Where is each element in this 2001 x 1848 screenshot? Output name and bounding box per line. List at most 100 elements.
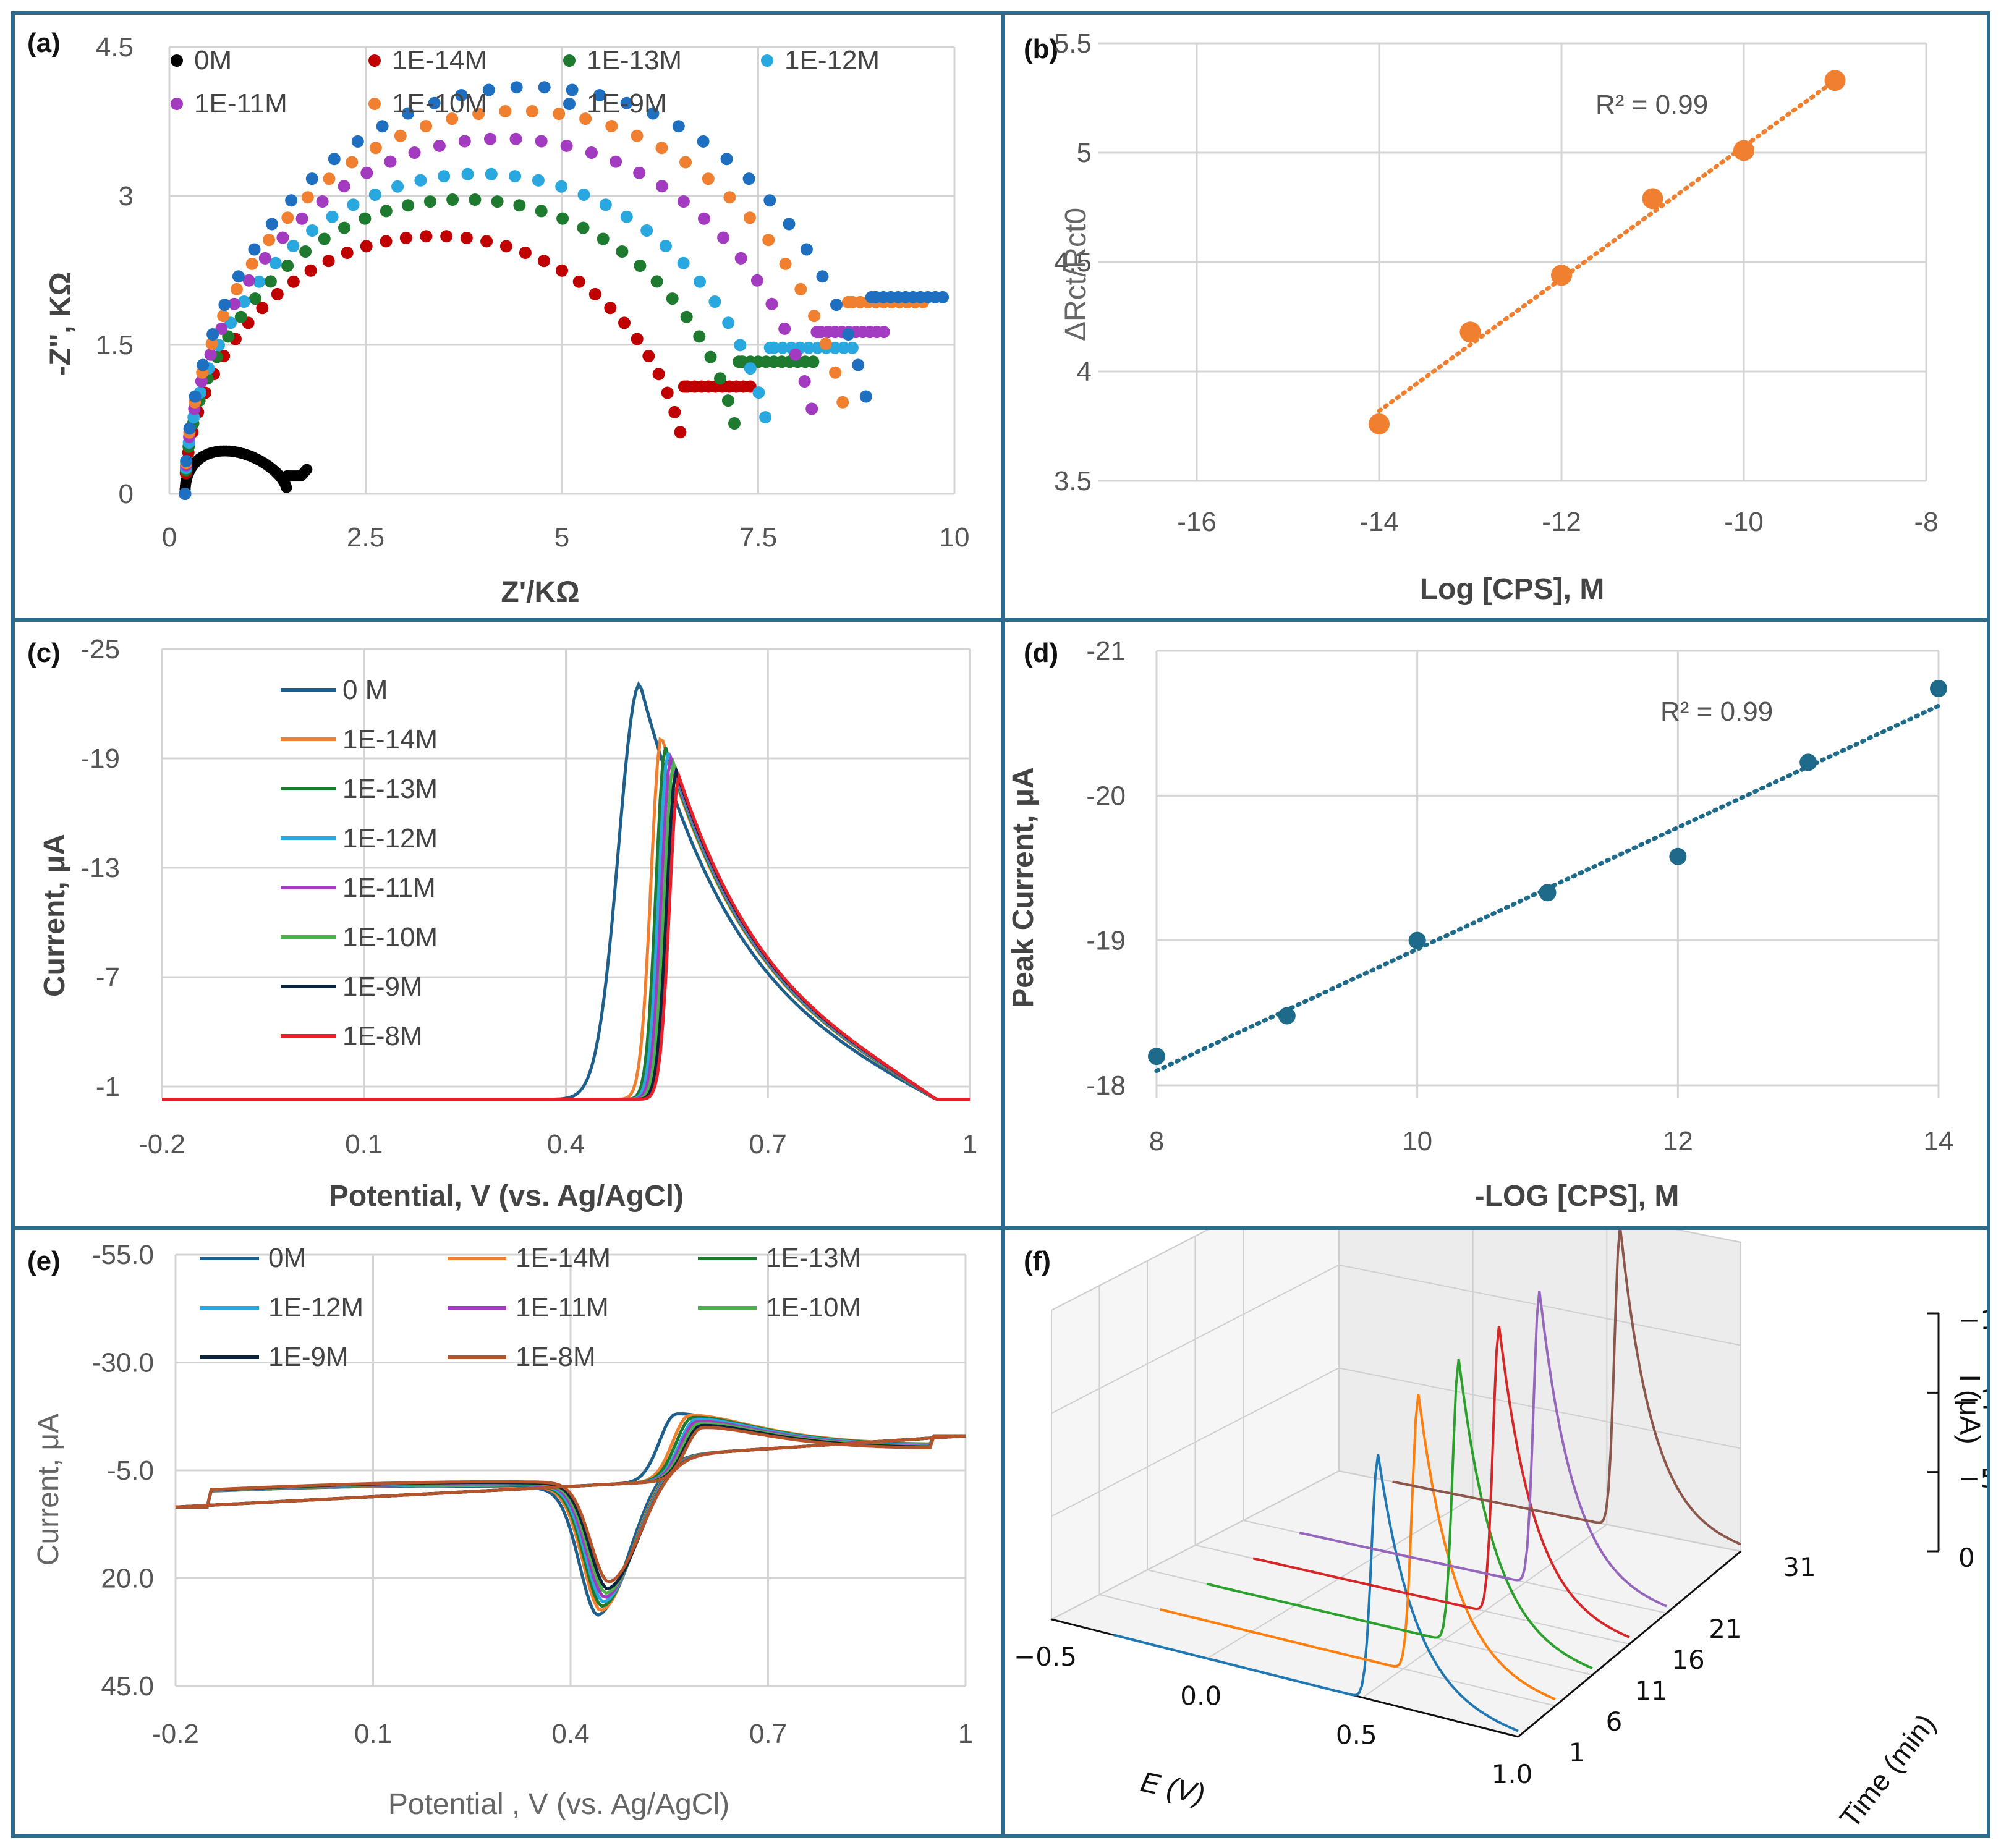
chart-a-point — [808, 310, 821, 323]
chart-a-point — [305, 172, 318, 185]
chart-a-point — [829, 366, 842, 379]
chart-a-point — [519, 247, 532, 259]
chart-d-grid — [1155, 650, 1940, 1098]
chart-c-legend-label: 0 M — [342, 675, 388, 705]
chart-b-panel-label: (b) — [1024, 34, 1058, 64]
chart-a-ytick-label: 0 — [119, 479, 134, 509]
chart-e-xtick-label: -0.2 — [152, 1719, 199, 1749]
chart-a-point — [631, 129, 644, 142]
chart-c-lines — [162, 680, 970, 1101]
chart-a-point — [610, 155, 622, 168]
chart-a-point — [721, 394, 734, 407]
chart-c-xtick-label: 0.4 — [547, 1129, 585, 1159]
chart-a-point — [484, 132, 496, 145]
chart-e-legend-label: 1E-14M — [516, 1243, 611, 1273]
chart-a-point — [666, 292, 679, 305]
chart-d-xtick-label: 12 — [1663, 1126, 1693, 1156]
chart-a-point — [720, 153, 733, 166]
chart-a-point — [728, 417, 741, 430]
chart-a-point — [189, 390, 202, 403]
chart-b-point — [1459, 321, 1481, 343]
chart-a-point — [369, 142, 382, 155]
panel-c: (c) -0.2 0.1 0.4 0.7 1 -1 -7 -13 -19 -25 0 M 1E-14… — [11, 618, 1005, 1230]
chart-d-ytick-label: -19 — [1086, 926, 1126, 956]
chart-a-point — [423, 195, 436, 208]
chart-a-legend-marker — [368, 54, 381, 67]
chart-a-point — [217, 310, 230, 323]
chart-f-series-line — [1252, 1326, 1630, 1638]
chart-a-legend-marker — [563, 54, 576, 67]
chart-a-point — [778, 322, 791, 335]
chart-a-point — [323, 172, 336, 185]
chart-c-legend-label: 1E-12M — [342, 823, 438, 854]
chart-a-xtick-label: 0 — [162, 522, 177, 553]
chart-a-point — [783, 218, 796, 231]
chart-f-ztick-label: −10 — [1958, 1384, 1987, 1414]
chart-b-ytick-label: 4 — [1077, 357, 1092, 387]
chart-a-svg: (a) 0 2.5 5 7.5 10 0 1.5 3 4.5 0M 1E-14M 1E-13M 1E-… — [27, 28, 969, 609]
chart-a-ytick-label: 3 — [119, 181, 134, 211]
chart-a-point — [338, 221, 350, 234]
chart-f-series-line — [1206, 1358, 1593, 1670]
chart-a-point — [794, 282, 807, 295]
chart-a-point — [556, 264, 568, 277]
chart-a-point — [655, 180, 668, 193]
chart-a-point — [802, 341, 815, 354]
chart-a-point — [513, 199, 526, 212]
chart-b-ytick-label: 3.5 — [1054, 466, 1092, 496]
chart-f-grid-line — [1051, 1367, 1741, 1517]
chart-f-ytick-label: 1 — [1569, 1737, 1586, 1768]
chart-c-xlabel: Potential, V (vs. Ag/AgCl) — [329, 1180, 684, 1213]
chart-e-ytick-label: -30.0 — [92, 1348, 154, 1378]
chart-d-point — [1669, 847, 1687, 865]
chart-a-point — [698, 212, 710, 225]
chart-a-point — [677, 195, 690, 208]
chart-a-point — [674, 426, 687, 439]
chart-a-point — [937, 290, 949, 303]
chart-a-point — [341, 247, 354, 259]
chart-a-point — [287, 275, 300, 288]
chart-a-point — [391, 180, 404, 193]
chart-a-point — [708, 295, 721, 308]
chart-f-ztick-label: 0 — [1958, 1543, 1975, 1573]
chart-a-point — [616, 245, 629, 258]
chart-d-panel-label: (d) — [1024, 638, 1058, 668]
chart-f-xtick-label: −0.5 — [1014, 1642, 1077, 1672]
chart-a-point — [347, 198, 360, 211]
chart-a-point — [604, 302, 617, 315]
chart-a-legend-marker — [563, 98, 576, 110]
chart-a-legend-label: 1E-11M — [194, 88, 287, 119]
chart-c-legend-label: 1E-9M — [342, 972, 423, 1002]
chart-d-point — [1799, 753, 1817, 771]
chart-b-ytick-label: 5 — [1077, 138, 1092, 168]
chart-f-ytick-label: 11 — [1634, 1676, 1667, 1706]
chart-a-point — [428, 96, 441, 109]
chart-e-xtick-label: 1 — [958, 1719, 973, 1749]
chart-a-point — [652, 368, 665, 381]
chart-a-point — [281, 260, 294, 272]
chart-e-xtick-label: 0.4 — [551, 1719, 589, 1749]
chart-a-legend-label: 1E-14M — [392, 45, 487, 75]
chart-a-point — [180, 455, 193, 467]
chart-a-point — [714, 372, 726, 385]
chart-b-ylabel: ΔRct/Rct0 — [1060, 208, 1092, 341]
chart-e-svg: (e) -0.2 0.1 0.4 0.7 1 -55.0 -30.0 -5.0 20.0 45.0… — [27, 1240, 973, 1821]
chart-a-point — [231, 282, 243, 295]
chart-a-point — [215, 322, 228, 335]
panel-a: (a) 0 2.5 5 7.5 10 0 1.5 3 4.5 0M 1E-14M 1E-13M 1E-… — [11, 11, 1005, 622]
chart-a-point — [408, 146, 421, 159]
chart-a-point — [455, 89, 468, 101]
chart-f-ytick-label: 16 — [1672, 1645, 1704, 1675]
chart-b-ytick-label: 5.5 — [1054, 28, 1092, 59]
chart-e-series-line — [175, 1426, 966, 1584]
chart-a-point — [263, 234, 276, 247]
panel-d: (d) 8 10 12 14 -18 -19 -20 -21 R² = 0.99 -LOG [… — [1001, 618, 1990, 1230]
chart-a-point — [402, 107, 414, 120]
chart-a-point — [694, 275, 707, 288]
chart-b-xtick-label: -8 — [1914, 507, 1938, 537]
chart-a-point — [672, 120, 685, 133]
chart-a-point — [482, 83, 495, 96]
chart-a-point — [384, 155, 397, 168]
chart-a-points — [179, 81, 949, 500]
chart-a-point — [789, 348, 802, 361]
